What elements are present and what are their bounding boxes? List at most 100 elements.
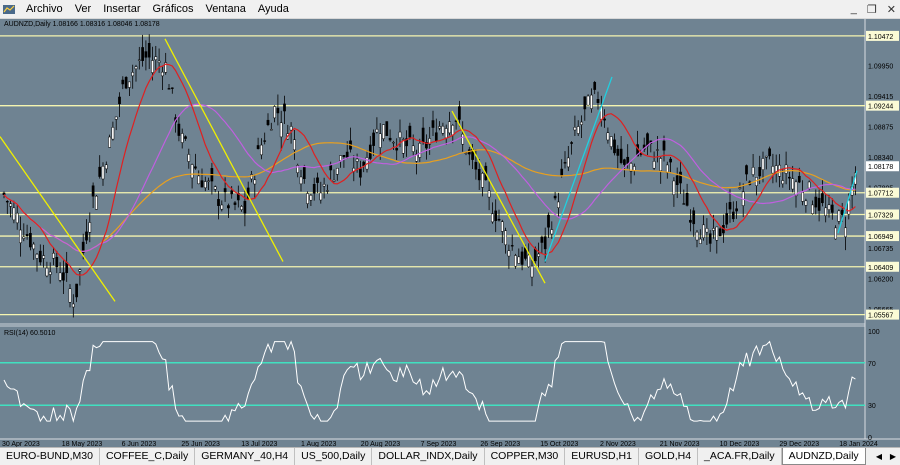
candle-body xyxy=(296,165,300,173)
candle-body xyxy=(98,166,102,177)
chart-window[interactable]: 1.10472 1.09950 1.09415 1.09244 1.08875 1.083… xyxy=(0,19,900,447)
chart-tab[interactable]: EURUSD,H1 xyxy=(565,448,639,465)
candle-body xyxy=(580,121,583,125)
candle-body xyxy=(58,272,62,281)
candle-body xyxy=(233,202,237,205)
moving-average-slow[interactable] xyxy=(3,142,856,253)
price-level-tag xyxy=(866,161,899,172)
candle-body xyxy=(302,165,306,179)
candle-body xyxy=(566,157,570,168)
candle-body xyxy=(29,232,32,248)
price-axis-label: 1.08178 xyxy=(868,164,893,171)
candle-body xyxy=(256,145,260,149)
candle-body xyxy=(537,253,540,257)
restore-icon[interactable]: ❐ xyxy=(866,3,877,16)
candle-body xyxy=(771,166,775,174)
trendline[interactable] xyxy=(451,110,546,284)
candle-body xyxy=(187,154,191,162)
candle-body xyxy=(560,168,564,176)
date-axis-label: 6 Jun 2023 xyxy=(122,441,157,447)
menu-graficos[interactable]: Gráficos xyxy=(152,3,194,15)
candle-body xyxy=(731,211,735,220)
candle-body xyxy=(52,252,55,259)
candle-body xyxy=(656,149,659,151)
candle-body xyxy=(217,199,220,206)
candle-body xyxy=(672,180,676,195)
candle-body xyxy=(807,181,811,189)
rsi-axis-label: 100 xyxy=(868,329,880,336)
menu-archivo[interactable]: Archivo xyxy=(26,3,63,15)
candle-body xyxy=(768,148,771,157)
candle-body xyxy=(448,121,451,134)
price-axis-label: 1.06949 xyxy=(868,234,893,241)
candle-body xyxy=(401,139,405,154)
candle-body xyxy=(847,199,851,215)
moving-average-mid[interactable] xyxy=(3,103,856,253)
chart-tab[interactable]: DOLLAR_INDX,Daily xyxy=(372,448,485,465)
price-axis-label: 1.06200 xyxy=(868,277,893,284)
chart-tab[interactable]: GOLD,H4 xyxy=(639,448,699,465)
price-level-tag xyxy=(866,187,899,198)
candle-body xyxy=(491,213,494,223)
candle-body xyxy=(382,124,385,139)
candle-body xyxy=(306,193,309,204)
chart-tab[interactable]: US_500,Daily xyxy=(295,448,373,465)
candle-body xyxy=(441,125,445,134)
candle-body xyxy=(431,120,435,128)
chart-tab[interactable]: COPPER,M30 xyxy=(485,448,566,465)
date-axis-label: 30 Apr 2023 xyxy=(2,441,40,447)
menu-ventana[interactable]: Ventana xyxy=(205,3,246,15)
candle-body xyxy=(689,219,692,223)
candle-body xyxy=(494,210,498,221)
chart-tab[interactable]: GERMANY_40,H4 xyxy=(195,448,296,465)
candle-body xyxy=(71,303,75,308)
candle-body xyxy=(253,179,257,185)
candle-body xyxy=(421,127,425,142)
menu-ver[interactable]: Ver xyxy=(74,3,92,15)
price-level-tag xyxy=(866,261,899,272)
candle-body xyxy=(236,192,240,201)
price-level-tag xyxy=(866,309,899,320)
candle-body xyxy=(190,164,194,179)
trendline[interactable] xyxy=(837,170,858,234)
chart-tab[interactable]: EURO-BUND,M30 xyxy=(0,448,100,465)
tab-scroll-right-icon[interactable]: ▶ xyxy=(886,448,900,465)
minimize-icon[interactable]: _ xyxy=(850,3,857,15)
chart-tab[interactable]: COFFEE_C,Daily xyxy=(100,448,196,465)
trendline[interactable] xyxy=(0,136,116,302)
trendline[interactable] xyxy=(164,38,284,262)
date-axis-label: 15 Oct 2023 xyxy=(540,441,578,447)
candle-body xyxy=(128,81,131,88)
date-axis-label: 26 Sep 2023 xyxy=(480,441,520,447)
candle-body xyxy=(675,175,679,186)
candle-body xyxy=(698,238,702,244)
price-chart[interactable]: 1.10472 1.09950 1.09415 1.09244 1.08875 1.083… xyxy=(0,19,900,447)
candle-body xyxy=(104,164,108,170)
chart-tab[interactable]: AUDNZD,Daily xyxy=(781,448,866,465)
candle-body xyxy=(708,233,712,244)
menu-ayuda[interactable]: Ayuda xyxy=(257,3,289,15)
price-level-tag xyxy=(866,100,899,111)
moving-average-fast[interactable] xyxy=(3,63,856,276)
candle-body xyxy=(180,133,184,143)
menu-insertar[interactable]: Insertar xyxy=(103,3,141,15)
candle-body xyxy=(167,88,171,90)
candle-body xyxy=(260,144,263,156)
candle-body xyxy=(411,145,415,152)
window-controls: _ ❐ ✕ xyxy=(851,0,896,18)
price-level-tag xyxy=(866,231,899,242)
candle-body xyxy=(540,236,544,243)
trendline[interactable] xyxy=(544,76,613,262)
app-icon[interactable] xyxy=(2,2,16,16)
price-level-tag xyxy=(866,30,899,41)
candle-body xyxy=(385,121,389,136)
chart-tab[interactable]: _ACA.FR,Daily xyxy=(698,448,782,465)
candle-body xyxy=(299,176,303,185)
candle-body xyxy=(626,156,630,164)
candle-body xyxy=(821,193,824,204)
candle-body xyxy=(108,136,111,148)
candle-body xyxy=(827,204,831,210)
close-icon[interactable]: ✕ xyxy=(886,3,896,16)
candle-body xyxy=(728,202,732,210)
tab-scroll-left-icon[interactable]: ◀ xyxy=(872,448,886,465)
